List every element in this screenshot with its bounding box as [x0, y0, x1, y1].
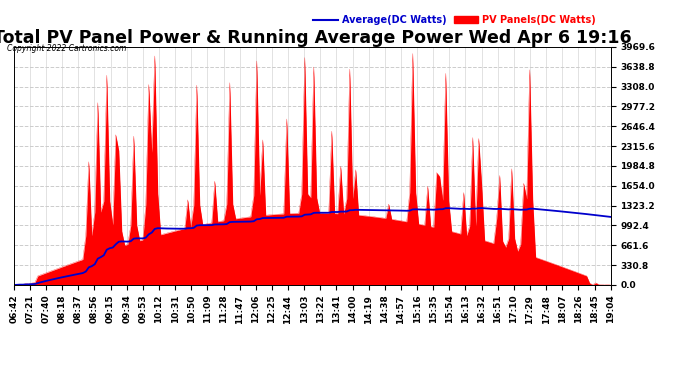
Text: Copyright 2022 Cartronics.com: Copyright 2022 Cartronics.com: [7, 44, 126, 52]
Title: Total PV Panel Power & Running Average Power Wed Apr 6 19:16: Total PV Panel Power & Running Average P…: [0, 29, 631, 47]
Legend: Average(DC Watts), PV Panels(DC Watts): Average(DC Watts), PV Panels(DC Watts): [310, 11, 600, 29]
